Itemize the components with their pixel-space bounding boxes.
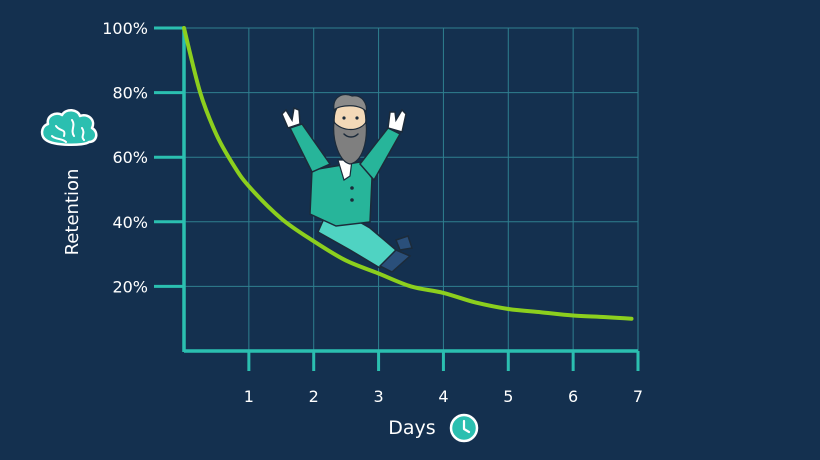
x-axis-ticks: 1 2 3 4 5 6 7 xyxy=(244,351,643,406)
x-tick-label-5: 5 xyxy=(503,387,513,406)
x-tick-label-6: 6 xyxy=(568,387,578,406)
y-tick-label-60: 60% xyxy=(112,148,148,167)
x-tick-label-7: 7 xyxy=(633,387,643,406)
brain-icon xyxy=(40,109,98,146)
x-tick-label-1: 1 xyxy=(244,387,254,406)
clock-icon xyxy=(449,413,479,443)
x-tick-label-2: 2 xyxy=(309,387,319,406)
bearded-man-sliding-illustration xyxy=(281,93,413,273)
y-tick-label-80: 80% xyxy=(112,84,148,103)
y-axis-ticks: 20% 40% 60% 80% 100% xyxy=(102,19,184,296)
y-axis-label: Retention xyxy=(62,169,83,256)
y-tick-label-40: 40% xyxy=(112,213,148,232)
retention-curve xyxy=(182,26,634,321)
y-tick-label-20: 20% xyxy=(112,277,148,296)
x-tick-label-3: 3 xyxy=(373,387,383,406)
x-axis-label: Days xyxy=(388,417,435,439)
y-tick-label-100: 100% xyxy=(102,19,148,38)
x-tick-label-4: 4 xyxy=(438,387,448,406)
axes xyxy=(182,28,638,353)
